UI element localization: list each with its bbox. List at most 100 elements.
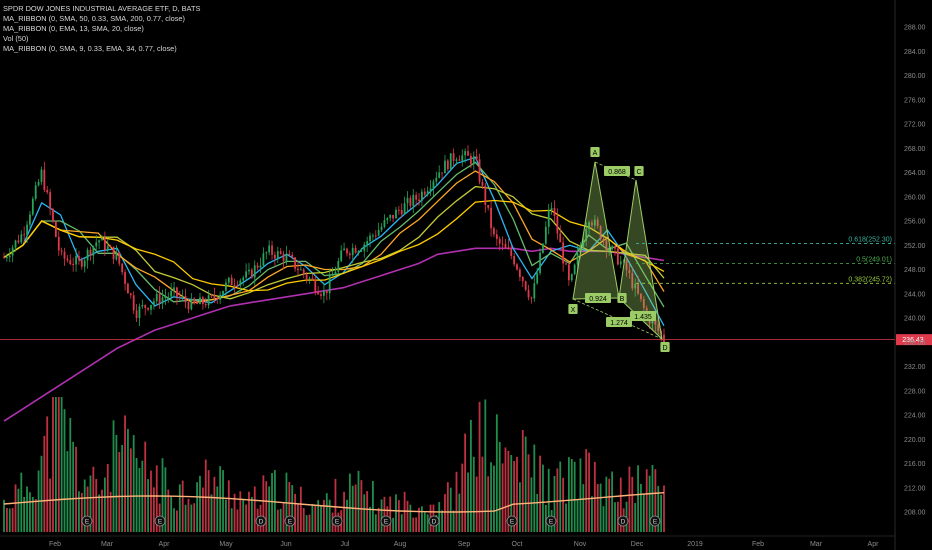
candle-body: [155, 293, 158, 302]
volume-bar: [651, 464, 654, 532]
volume-bar: [305, 515, 308, 532]
candle-body: [29, 214, 31, 225]
candle-body: [622, 260, 625, 262]
volume-bar: [334, 478, 337, 532]
volume-bar: [628, 466, 631, 532]
time-tick-5: Jul: [341, 541, 350, 548]
volume-bar: [86, 486, 89, 532]
fib-label-0: 0.618(252.30): [848, 236, 892, 243]
volume-bar: [346, 499, 348, 532]
candle-body: [366, 241, 369, 245]
candle-body: [170, 290, 173, 297]
volume-bar: [570, 459, 573, 532]
volume-bar: [619, 477, 622, 532]
pattern-point-x-bg: [568, 304, 578, 314]
candle-body: [259, 265, 262, 268]
volume-bar: [559, 461, 562, 532]
price-tick-16: 224.00: [904, 413, 926, 420]
volume-bar: [472, 456, 475, 532]
candle-body: [438, 172, 441, 178]
volume-bar: [222, 470, 224, 532]
candle-body: [11, 247, 14, 256]
legend-study-3: Vol (50): [3, 34, 29, 43]
candle-body: [302, 269, 305, 275]
price-tick-20: 208.00: [904, 510, 926, 517]
candle-body: [507, 247, 510, 249]
candle-body: [585, 229, 588, 241]
volume-bar: [469, 419, 472, 532]
candle-body: [213, 295, 216, 299]
ratio-line-xb: [572, 297, 620, 300]
time-tick-0: Feb: [49, 541, 61, 548]
candle-body: [625, 260, 628, 270]
candle-body: [95, 242, 98, 247]
candle-body: [52, 208, 54, 222]
volume-bar: [591, 496, 593, 532]
candle-body: [331, 274, 334, 276]
volume-bar: [383, 496, 386, 532]
volume-bar: [274, 470, 276, 532]
candle-body: [268, 245, 271, 253]
volume-bar: [31, 496, 34, 532]
volume-bar: [660, 494, 663, 532]
price-tick-2: 280.00: [904, 73, 926, 80]
candle-body: [129, 293, 132, 296]
candle-body: [204, 304, 207, 306]
candle-body: [490, 207, 492, 229]
pattern-xab: [572, 161, 620, 300]
volume-bar: [57, 397, 60, 532]
volume-bar: [403, 491, 406, 532]
candle-body: [380, 226, 383, 230]
pattern-ratio-bd-bg: [630, 311, 656, 321]
legend-study-1: MA_RIBBON (0, SMA, 50, 0.33, SMA, 200, 0…: [3, 14, 185, 23]
candle-body: [40, 169, 43, 182]
fib-label-1: 0.5(249.01): [856, 256, 892, 263]
candle-body: [527, 289, 530, 298]
volume-bar: [657, 485, 660, 532]
volume-bar: [605, 476, 608, 532]
event-icon-0: [81, 515, 93, 527]
price-axis-bg: [895, 0, 932, 550]
volume-bar: [412, 517, 415, 532]
pattern-point-c: C: [636, 169, 641, 176]
volume-bar: [377, 507, 380, 532]
candle-body: [412, 194, 415, 206]
volume-bar: [271, 473, 273, 532]
candle-body: [230, 277, 233, 285]
price-tick-1: 284.00: [904, 49, 926, 56]
candle-body: [498, 238, 501, 244]
volume-bar: [547, 468, 550, 532]
candle-body: [233, 284, 236, 286]
volume-bar: [498, 441, 501, 532]
candle-body: [386, 218, 389, 221]
candle-body: [184, 296, 187, 303]
event-label-6: D: [432, 519, 437, 526]
candle-body: [72, 264, 75, 266]
candle-body: [547, 209, 550, 227]
candle-body: [573, 264, 576, 275]
candle-body: [20, 234, 23, 243]
ribbon-line-0: [3, 156, 665, 327]
candle-body: [86, 249, 89, 261]
candle-body: [487, 205, 490, 208]
price-tick-11: 244.00: [904, 291, 926, 298]
candle-body: [147, 307, 150, 310]
candle-body: [553, 208, 556, 216]
price-tick-14: 232.00: [904, 364, 926, 371]
price-tick-13: 236.00: [904, 340, 926, 347]
candle-body: [596, 219, 599, 227]
candle-body: [279, 251, 282, 254]
event-icon-6: [428, 515, 440, 527]
candle-body: [144, 304, 147, 308]
volume-bar: [129, 448, 132, 532]
candle-body: [377, 229, 380, 236]
volume-bar: [216, 486, 219, 532]
volume-bar: [553, 475, 556, 532]
volume-bar: [562, 477, 565, 532]
candle-body: [196, 302, 199, 305]
volume-bar: [406, 500, 409, 532]
price-tick-6: 264.00: [904, 170, 926, 177]
volume-bar: [516, 456, 518, 532]
event-icon-3: [284, 515, 296, 527]
